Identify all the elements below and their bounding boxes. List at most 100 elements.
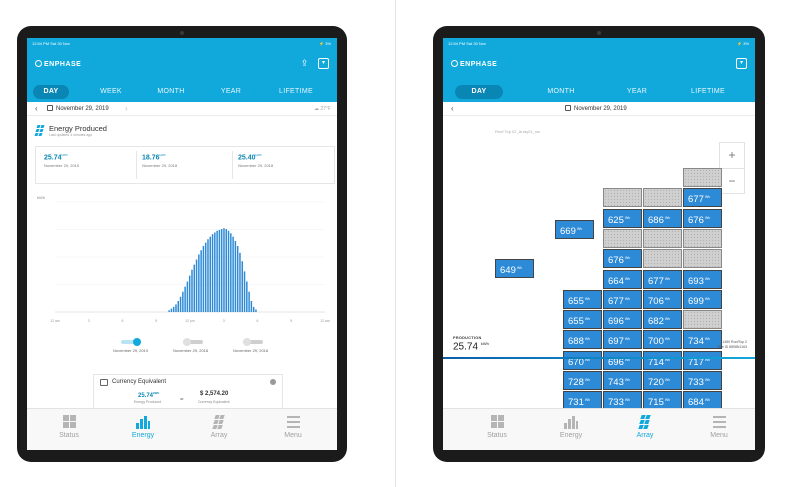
tab-week[interactable]: WEEK — [100, 88, 122, 95]
solar-panel-offline[interactable] — [683, 249, 722, 269]
right-screen: 12:54 PM Sat 30 Nov ⚡ 3% ENPHASE ▾ DAY M… — [443, 38, 755, 450]
solar-panel[interactable]: 693Wh — [683, 269, 722, 289]
chat-icon[interactable]: ▾ — [318, 58, 329, 69]
solar-panel[interactable]: 677Wh — [683, 188, 722, 208]
chat-icon[interactable]: ▾ — [736, 58, 747, 69]
energy-bar — [177, 301, 180, 312]
panel-unit: Wh — [624, 317, 631, 322]
solar-panel[interactable]: 686Wh — [643, 208, 682, 228]
tab-lifetime[interactable]: LIFETIME — [279, 88, 313, 95]
panel-value: 720 — [648, 377, 664, 388]
panel-value: 693 — [688, 275, 704, 287]
next-day-icon[interactable]: › — [125, 104, 128, 113]
solar-panel[interactable]: 669Wh — [555, 220, 594, 239]
prev-day-icon[interactable]: ‹ — [35, 104, 38, 113]
solar-panel[interactable]: 706Wh — [643, 289, 682, 309]
solar-panel-offline[interactable] — [683, 310, 722, 330]
energy-bar — [204, 242, 207, 312]
tab-month[interactable]: MONTH — [157, 88, 185, 95]
nav-array[interactable]: Array — [615, 415, 675, 439]
solar-panel[interactable]: 655Wh — [563, 310, 602, 330]
panel-unit: Wh — [664, 296, 671, 301]
left-screen: 12:54 PM Sat 30 Nov ⚡ 3% ENPHASE ⇪ ▾ DAY… — [27, 38, 337, 450]
nav-status[interactable]: Status — [467, 415, 527, 439]
tab-day[interactable]: DAY — [33, 85, 69, 99]
nav-menu[interactable]: Menu — [263, 415, 323, 439]
solar-panel[interactable]: 743Wh — [603, 371, 642, 390]
solar-panel-offline[interactable] — [643, 188, 682, 208]
solar-panel[interactable]: 734Wh — [683, 330, 722, 350]
toggle-compare-2[interactable] — [243, 338, 263, 346]
solar-panel[interactable]: 728Wh — [563, 371, 602, 390]
nav-array[interactable]: Array — [189, 415, 249, 439]
nav-status[interactable]: Status — [39, 415, 99, 439]
toggle-compare-1[interactable] — [183, 338, 203, 346]
nav-menu[interactable]: Menu — [689, 415, 749, 439]
currency-money-label: Currency Equivalent — [198, 400, 230, 404]
tab-month[interactable]: MONTH — [547, 88, 575, 95]
solar-panel-offline[interactable] — [603, 188, 642, 208]
site-id: Site ID 8898N1163 — [717, 345, 747, 349]
solar-panel[interactable]: 676Wh — [603, 249, 642, 269]
array-map[interactable]: Roof Top 02_Array01_sw + − 677Wh 625Wh 686… — [443, 116, 755, 411]
share-icon[interactable]: ⇪ — [300, 58, 309, 68]
solar-panel[interactable]: 676Wh — [683, 208, 722, 228]
zoom-in-button[interactable]: + — [728, 148, 736, 162]
array-icon — [638, 415, 652, 429]
solar-panel[interactable]: 699Wh — [683, 289, 722, 309]
solar-panel[interactable]: 655Wh — [563, 289, 602, 309]
energy-bar — [232, 236, 234, 312]
date-label[interactable]: November 29, 2019 — [47, 102, 109, 116]
solar-panel[interactable]: 714Wh — [643, 350, 682, 370]
energy-bar — [193, 264, 196, 312]
nav-energy[interactable]: Energy — [541, 415, 601, 439]
solar-panel[interactable]: 677Wh — [603, 289, 642, 309]
tab-lifetime[interactable]: LIFETIME — [691, 88, 725, 95]
nav-label: Array — [636, 432, 654, 439]
system-info: 1450 RoofTop 2 Site ID 8898N1163 — [718, 340, 747, 350]
energy-bar — [202, 246, 205, 312]
solar-panel-offline[interactable] — [643, 249, 682, 269]
panel-unit: Wh — [584, 317, 591, 322]
solar-panel[interactable]: 733Wh — [683, 371, 722, 390]
solar-panel[interactable]: 682Wh — [643, 310, 682, 330]
solar-panel[interactable]: 697Wh — [603, 330, 642, 350]
tab-year[interactable]: YEAR — [220, 88, 242, 95]
toggle-today[interactable] — [121, 338, 141, 346]
solar-panel[interactable]: 688Wh — [563, 330, 602, 350]
info-icon[interactable] — [270, 379, 276, 385]
prev-day-icon[interactable]: ‹ — [451, 104, 454, 113]
enphase-logo-icon — [35, 60, 42, 67]
tab-day[interactable]: DAY — [455, 85, 503, 99]
energy-bar — [182, 291, 184, 312]
solar-panel[interactable]: 625Wh — [603, 208, 642, 228]
zoom-out-button[interactable]: − — [728, 174, 736, 188]
solar-panel[interactable]: 720Wh — [643, 371, 682, 390]
energy-chart: kWh 12 am 3 6 9 12 pm 3 6 9 12 am — [37, 195, 330, 323]
panel-value: 670 — [568, 356, 584, 368]
energy-bar — [186, 281, 189, 312]
panel-unit: Wh — [584, 357, 591, 362]
date-label[interactable]: November 29, 2019 — [565, 102, 627, 116]
system-name: 1450 RoofTop 2 — [722, 340, 747, 344]
nav-energy[interactable]: Energy — [113, 415, 173, 439]
panel-unit: Wh — [704, 296, 711, 301]
nav-label: Menu — [710, 432, 728, 439]
tab-year[interactable]: YEAR — [626, 88, 648, 95]
x-tick-label: 3 — [88, 319, 90, 323]
solar-panel-offline[interactable] — [683, 228, 722, 248]
currency-money-value: $ 2,574.20 — [200, 391, 229, 397]
solar-panel[interactable]: 717Wh — [683, 350, 722, 370]
solar-panel[interactable]: 677Wh — [643, 269, 682, 289]
solar-panel-offline[interactable] — [683, 168, 722, 187]
solar-panel[interactable]: 649Wh — [495, 259, 534, 278]
solar-panel[interactable]: 696Wh — [603, 350, 642, 370]
solar-panel[interactable]: 670Wh — [563, 350, 602, 370]
solar-panel-offline[interactable] — [643, 228, 682, 248]
solar-panel[interactable]: 696Wh — [603, 310, 642, 330]
solar-panel[interactable]: 664Wh — [603, 269, 642, 289]
stat-value: 25.74 — [44, 154, 62, 162]
solar-panel[interactable]: 700Wh — [643, 330, 682, 350]
solar-panel-offline[interactable] — [603, 228, 642, 248]
panel-value: 669 — [560, 226, 576, 237]
